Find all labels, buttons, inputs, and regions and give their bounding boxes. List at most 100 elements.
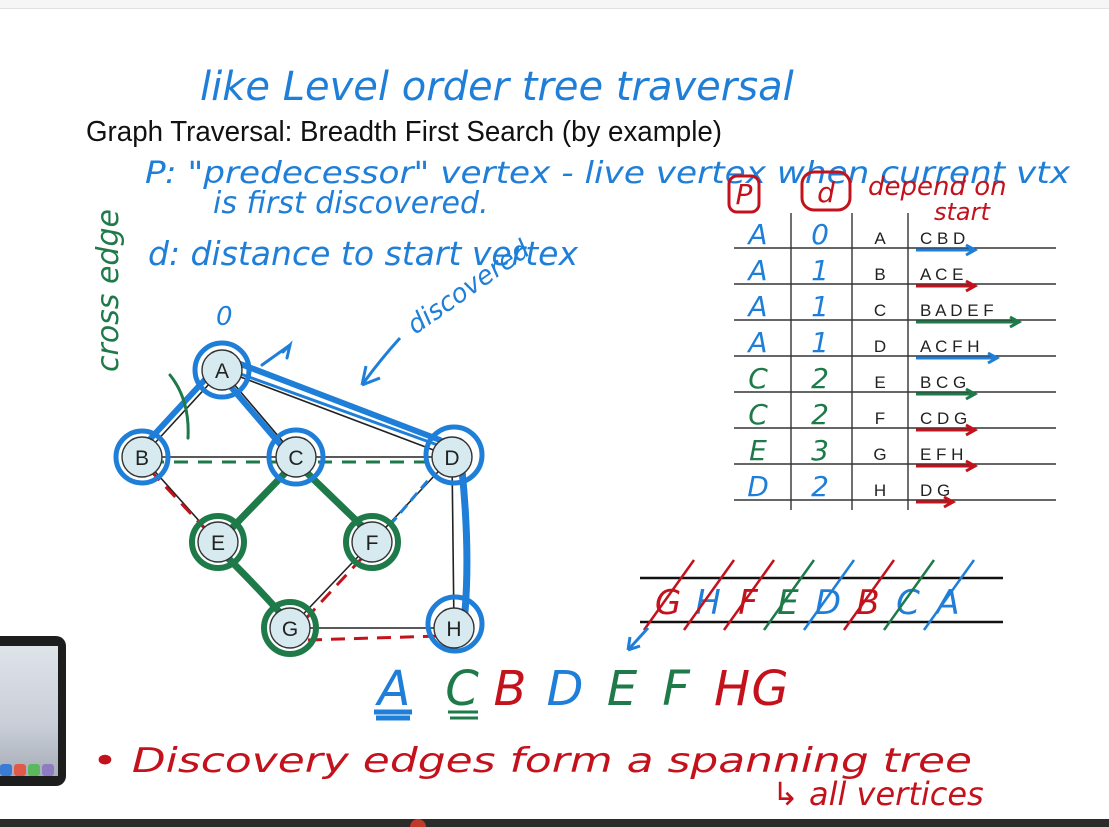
note-predecessor-line2: is first discovered. xyxy=(213,186,489,221)
queue-letter: D xyxy=(815,583,841,623)
row-distance: 2 xyxy=(811,470,829,503)
queue-strike xyxy=(922,559,976,631)
note-spanning-tree: • Discovery edges form a spanning tree xyxy=(92,741,972,781)
note-level-order: like Level order tree traversal xyxy=(200,64,794,110)
order-letter: B xyxy=(494,661,527,717)
table-row: E 3 G E F H xyxy=(734,434,1056,473)
discovered-arrow xyxy=(360,336,402,387)
row-vertex: F xyxy=(875,409,885,428)
row-adjacent: C B D xyxy=(920,229,965,248)
vertex-c[interactable]: C xyxy=(266,427,326,487)
row-adjacent: A C E xyxy=(920,265,963,284)
row-scan-arrow xyxy=(916,315,1023,329)
webcam-video xyxy=(0,646,58,776)
queue-letter: E xyxy=(777,583,799,623)
row-distance: 3 xyxy=(811,434,829,467)
row-predecessor: C xyxy=(748,398,768,431)
note-distance: d: distance to start vertex xyxy=(148,234,578,273)
row-scan-arrow xyxy=(916,387,979,401)
queue-item: G xyxy=(642,559,696,631)
vertex-label: F xyxy=(366,532,379,555)
table-row: A 1 C B A D E F xyxy=(734,290,1056,329)
queue-item: E xyxy=(762,559,816,631)
label-distance-zero: 0 xyxy=(216,302,233,332)
note-cross-edge: cross edge xyxy=(91,209,126,372)
queue-letter: A xyxy=(934,583,959,623)
webcam-overlay[interactable] xyxy=(0,636,66,786)
row-distance: 2 xyxy=(811,362,829,395)
queue-letter: C xyxy=(896,583,920,623)
row-scan-arrow xyxy=(916,351,1001,365)
vertex-h[interactable]: H xyxy=(425,594,485,654)
table-row: D 2 H D G xyxy=(734,470,1056,509)
vertex-d[interactable]: D xyxy=(423,424,485,486)
order-letter: D xyxy=(547,661,584,717)
row-predecessor: A xyxy=(746,254,767,287)
row-predecessor: C xyxy=(748,362,768,395)
dequeue-arrow xyxy=(626,626,650,652)
table-row: A 1 B A C E xyxy=(734,254,1056,293)
row-distance: 0 xyxy=(811,218,829,251)
p-header: P xyxy=(736,178,753,211)
row-predecessor: A xyxy=(746,326,767,359)
row-vertex: D xyxy=(874,337,886,356)
graph-edges xyxy=(141,369,455,629)
edge-a-d xyxy=(221,369,453,458)
vertex-g[interactable]: G xyxy=(261,599,319,657)
order-letter: H xyxy=(714,661,750,717)
row-vertex: B xyxy=(874,265,885,284)
row-predecessor: A xyxy=(746,218,767,251)
top-edge xyxy=(0,0,1109,9)
table-grid xyxy=(790,213,909,510)
row-adjacent: D G xyxy=(920,481,950,500)
vertex-label: E xyxy=(211,532,225,555)
blue-dashed-edge xyxy=(388,477,432,526)
d-header: d xyxy=(817,176,835,209)
row-adjacent: C D G xyxy=(920,409,967,428)
note-all-vertices: ↳ all vertices xyxy=(772,775,984,813)
vertex-e[interactable]: E xyxy=(189,513,247,571)
vertex-label: D xyxy=(444,447,459,470)
blue-discovery-edges xyxy=(137,340,471,616)
row-adjacent: A C F H xyxy=(920,337,980,356)
queue-item: C xyxy=(882,559,936,631)
row-scan-arrow xyxy=(916,279,979,293)
vertex-b[interactable]: B xyxy=(113,428,171,486)
vertex-a[interactable]: A xyxy=(192,340,252,400)
vertex-label: A xyxy=(215,360,229,383)
page-title: Graph Traversal: Breadth First Search (b… xyxy=(86,116,722,148)
table-row: C 2 F C D G xyxy=(734,398,1056,437)
row-adjacent: B A D E F xyxy=(920,301,994,320)
order-letter: C xyxy=(445,661,479,717)
vertex-label: B xyxy=(135,447,149,470)
order-underline-a xyxy=(374,709,412,721)
note-start: start xyxy=(934,198,991,226)
queue-strike xyxy=(682,559,736,631)
row-predecessor: D xyxy=(747,470,769,503)
order-underline-c xyxy=(448,710,478,720)
vertex-label: G xyxy=(282,618,298,641)
order-letter: G xyxy=(751,661,788,717)
row-scan-arrow xyxy=(916,423,979,437)
queue-strike xyxy=(722,559,776,631)
table-row: C 2 E B C G xyxy=(734,362,1056,401)
vertex-f[interactable]: F xyxy=(343,513,401,571)
vertex-label: H xyxy=(446,618,461,641)
queue-item: D xyxy=(802,559,856,631)
row-scan-arrow xyxy=(916,459,979,473)
queue-strike xyxy=(842,559,896,631)
d-header-box xyxy=(800,170,852,212)
row-distance: 1 xyxy=(811,326,829,359)
queue-item: F xyxy=(722,559,776,631)
table-row: A 0 A C B D xyxy=(734,218,1056,257)
order-letter: E xyxy=(607,661,638,717)
dock-icons xyxy=(0,764,58,780)
queue-letter: F xyxy=(738,583,758,623)
record-indicator xyxy=(410,819,426,827)
queue-item: H xyxy=(682,559,736,631)
row-distance: 1 xyxy=(811,290,829,323)
queue-item: B xyxy=(842,559,896,631)
row-predecessor: A xyxy=(746,290,767,323)
